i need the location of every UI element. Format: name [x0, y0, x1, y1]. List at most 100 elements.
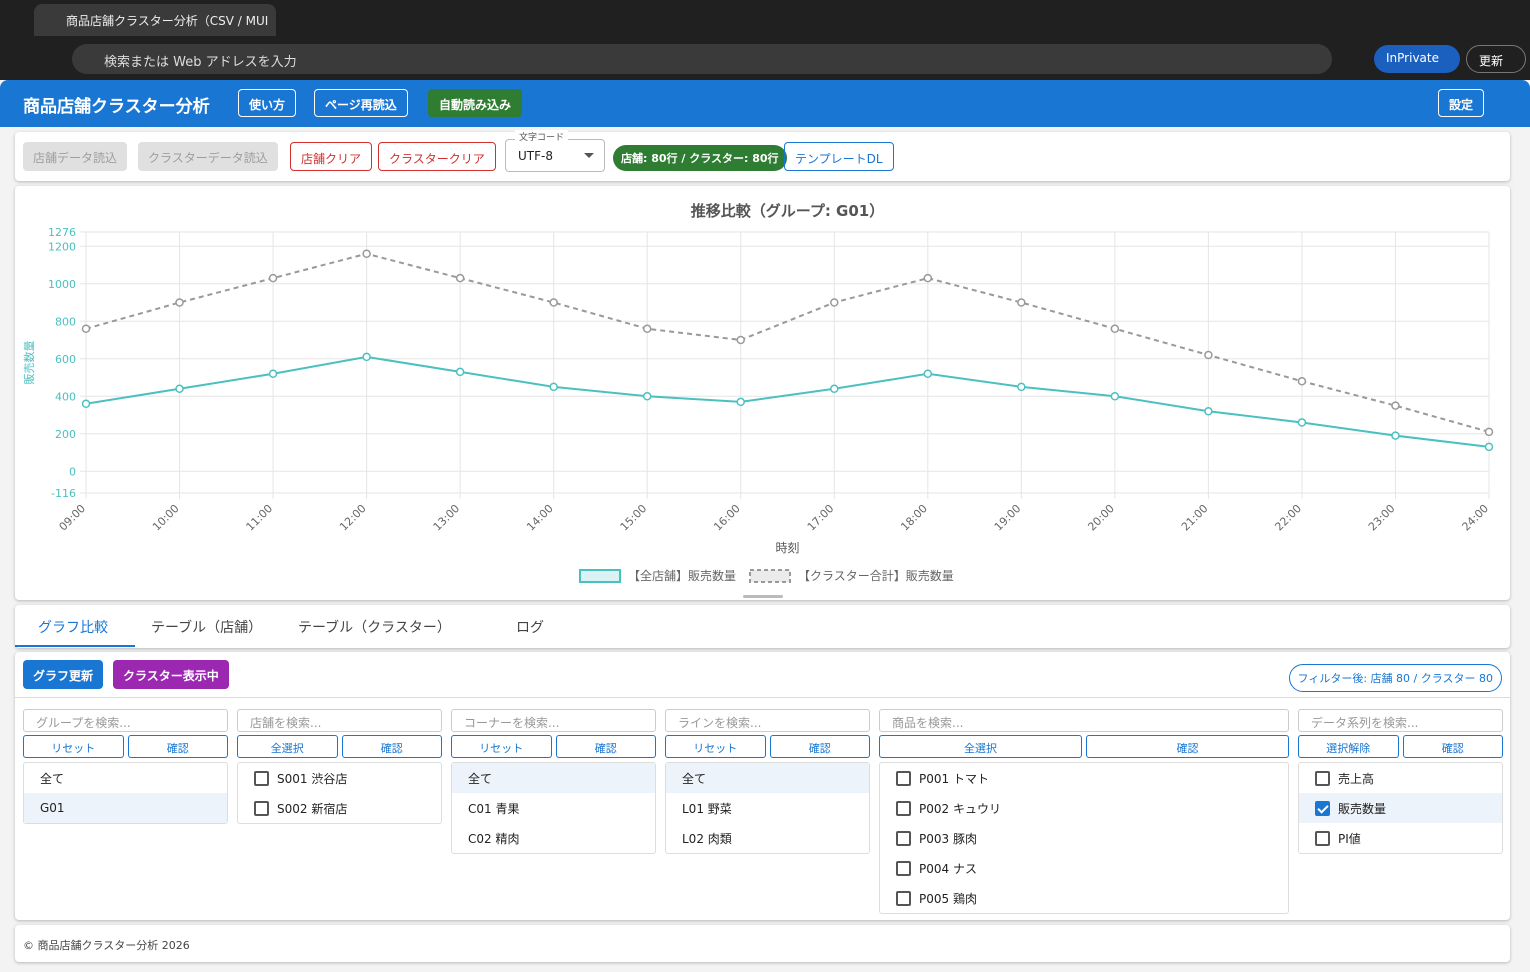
- point: [1392, 402, 1399, 409]
- load-store-button[interactable]: 店舗データ読込: [23, 142, 127, 171]
- filter-button[interactable]: 全選択: [879, 735, 1082, 758]
- browser-tab[interactable]: 商品店舗クラスター分析（CSV / MUI: [34, 4, 276, 36]
- clear-store-button[interactable]: 店舗クリア: [290, 142, 372, 171]
- filter-item[interactable]: P003 豚肉: [880, 823, 1288, 853]
- filter-button[interactable]: 確認: [770, 735, 871, 758]
- filter-item[interactable]: 販売数量: [1299, 793, 1502, 823]
- checkbox[interactable]: [254, 801, 269, 816]
- filter-item-label: 販売数量: [1338, 800, 1386, 817]
- filter-item[interactable]: 売上高: [1299, 763, 1502, 793]
- filter-item[interactable]: P005 鶏肉: [880, 883, 1288, 913]
- settings-button[interactable]: 設定: [1438, 89, 1484, 117]
- checkbox[interactable]: [896, 771, 911, 786]
- filter-button[interactable]: 確認: [128, 735, 229, 758]
- filter-button[interactable]: リセット: [23, 735, 124, 758]
- auto-load-button[interactable]: 自動読み込み: [428, 89, 522, 117]
- checkbox[interactable]: [896, 891, 911, 906]
- checkbox[interactable]: [1315, 831, 1330, 846]
- encoding-select[interactable]: UTF-8: [505, 139, 605, 172]
- filter-item-label: P005 鶏肉: [919, 890, 977, 907]
- filter-item-label: C02 精肉: [468, 830, 519, 847]
- filter-item-label: P001 トマト: [919, 770, 989, 787]
- filter-list: 全て L01 野菜 L02 肉類: [665, 762, 870, 854]
- filter-item[interactable]: 全て: [666, 763, 869, 793]
- filter-search[interactable]: データ系列を検索...: [1298, 709, 1503, 732]
- checkbox[interactable]: [896, 861, 911, 876]
- filter-item-label: S002 新宿店: [277, 800, 347, 817]
- checkbox[interactable]: [254, 771, 269, 786]
- filter-search[interactable]: 店舗を検索...: [237, 709, 442, 732]
- cluster-view-button[interactable]: クラスター表示中: [113, 660, 229, 689]
- filter-item-label: L01 野菜: [682, 800, 732, 817]
- filter-button[interactable]: 全選択: [237, 735, 338, 758]
- x-tick-label: 11:00: [244, 502, 276, 534]
- checkbox[interactable]: [896, 831, 911, 846]
- refresh-button[interactable]: グラフ更新: [23, 660, 103, 689]
- filter-button[interactable]: 確認: [342, 735, 443, 758]
- tab[interactable]: テーブル（クラスター）: [298, 617, 451, 637]
- filter-button[interactable]: 選択解除: [1298, 735, 1399, 758]
- checkbox[interactable]: [1315, 771, 1330, 786]
- point: [83, 400, 90, 407]
- filter-search[interactable]: 商品を検索...: [879, 709, 1289, 732]
- filter-item-label: PI値: [1338, 830, 1361, 847]
- point: [176, 385, 183, 392]
- filter-item[interactable]: P004 ナス: [880, 853, 1288, 883]
- x-tick-label: 24:00: [1460, 502, 1492, 534]
- filter-button[interactable]: 確認: [1086, 735, 1289, 758]
- filter-item[interactable]: 全て: [24, 763, 227, 793]
- point: [1298, 419, 1305, 426]
- load-status: 店舗: 80行 / クラスター: 80行: [613, 145, 787, 171]
- reload-button[interactable]: ページ再読込: [314, 89, 408, 117]
- x-axis-label: 時刻: [775, 541, 799, 555]
- filter-item[interactable]: G01: [24, 793, 227, 823]
- inprivate[interactable]: InPrivate: [1374, 45, 1460, 73]
- clear-cluster-button[interactable]: クラスタークリア: [378, 142, 496, 171]
- chart-card: 推移比較（グループ: G01）-116020040060080010001200…: [15, 186, 1510, 600]
- filter-button[interactable]: 確認: [556, 735, 657, 758]
- filter-item[interactable]: L01 野菜: [666, 793, 869, 823]
- help-button[interactable]: 使い方: [238, 89, 296, 117]
- address-bar[interactable]: 検索または Web アドレスを入力: [72, 44, 1332, 74]
- filter-search[interactable]: コーナーを検索...: [451, 709, 656, 732]
- point: [1298, 378, 1305, 385]
- point: [924, 275, 931, 282]
- x-tick-label: 15:00: [618, 502, 650, 534]
- x-tick-label: 19:00: [992, 502, 1024, 534]
- update-button[interactable]: 更新: [1466, 45, 1526, 73]
- filter-list: 全てC01 青果 C02 精肉: [451, 762, 656, 854]
- filter-buttons: リセット確認: [451, 735, 656, 758]
- filter-button[interactable]: リセット: [451, 735, 552, 758]
- tab[interactable]: ログ: [516, 617, 544, 637]
- filter-item[interactable]: PI値: [1299, 823, 1502, 853]
- y-tick-label: -116: [51, 487, 76, 500]
- filter-item[interactable]: S001 渋谷店: [238, 763, 441, 793]
- point: [737, 398, 744, 405]
- y-tick-label: 800: [55, 315, 76, 328]
- tab[interactable]: グラフ比較: [38, 617, 108, 637]
- checkbox[interactable]: [896, 801, 911, 816]
- template-button[interactable]: テンプレートDL: [784, 142, 894, 171]
- legend-label: 【クラスター合計】販売数量: [798, 568, 954, 583]
- checkbox[interactable]: [1315, 801, 1330, 816]
- point: [176, 299, 183, 306]
- filter-button[interactable]: 確認: [1403, 735, 1504, 758]
- point: [644, 325, 651, 332]
- filter-item[interactable]: P001 トマト: [880, 763, 1288, 793]
- filter-item[interactable]: L02 肉類: [666, 823, 869, 853]
- filter-item[interactable]: C01 青果: [452, 793, 655, 823]
- tab[interactable]: テーブル（店舗）: [151, 617, 262, 637]
- filter-search[interactable]: ラインを検索...: [665, 709, 870, 732]
- filter-item[interactable]: P002 キュウリ: [880, 793, 1288, 823]
- y-tick-label: 1276: [48, 226, 76, 239]
- series-line: [86, 254, 1489, 432]
- divider: [15, 697, 1510, 698]
- filter-item[interactable]: S002 新宿店: [238, 793, 441, 823]
- filter-item[interactable]: C02 精肉: [452, 823, 655, 853]
- filter-button[interactable]: リセット: [665, 735, 766, 758]
- filters: グループを検索...リセット確認全てG01店舗を検索...全選択確認S001 渋…: [23, 709, 1503, 914]
- load-cluster-button[interactable]: クラスターデータ読込: [138, 142, 278, 171]
- filter-search[interactable]: グループを検索...: [23, 709, 228, 732]
- filter-item[interactable]: 全て: [452, 763, 655, 793]
